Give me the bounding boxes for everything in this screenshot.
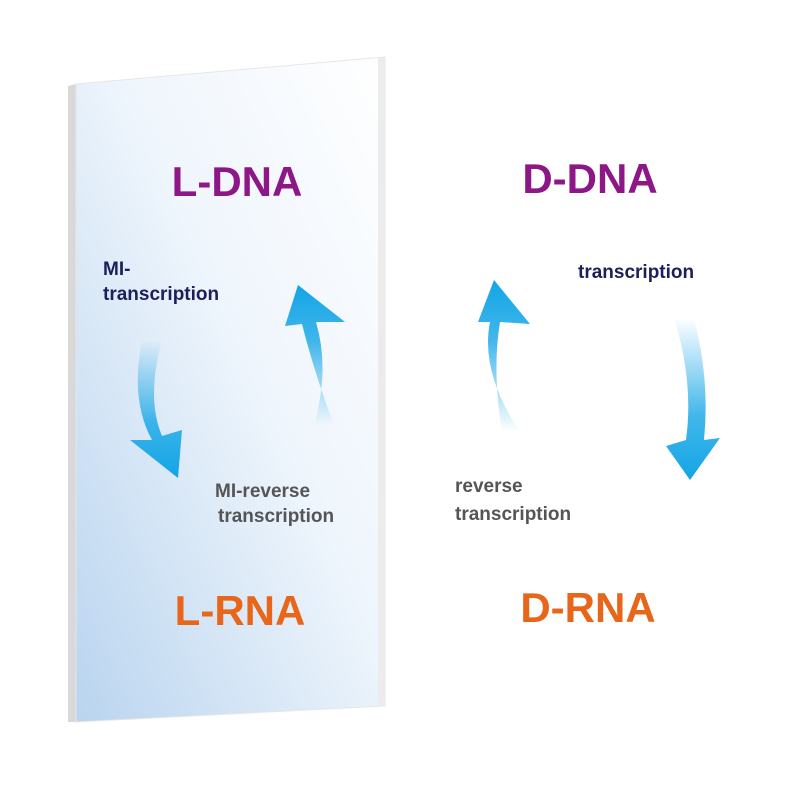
mi-reverse-transcription-label-line2: transcription [218, 506, 334, 527]
arrow-up-curved-icon [478, 280, 530, 432]
mi-reverse-transcription-label-line1: MI-reverse [215, 481, 310, 502]
l-dna-label: L-DNA [172, 158, 303, 205]
l-rna-label: L-RNA [175, 587, 306, 634]
d-dna-label: D-DNA [522, 155, 657, 202]
arrow-down-curved-icon [130, 340, 182, 478]
transcription-label: transcription [578, 262, 694, 283]
arrow-down-curved-icon [666, 318, 720, 480]
mi-transcription-label-line1: MI- [103, 259, 130, 280]
arrow-up-curved-icon [285, 285, 345, 425]
reverse-transcription-label-line1: reverse [455, 476, 523, 497]
mi-transcription-label-line2: transcription [103, 284, 219, 305]
reverse-transcription-label-line2: transcription [455, 504, 571, 525]
d-rna-label: D-RNA [520, 584, 655, 631]
mirror-panel [68, 56, 386, 723]
